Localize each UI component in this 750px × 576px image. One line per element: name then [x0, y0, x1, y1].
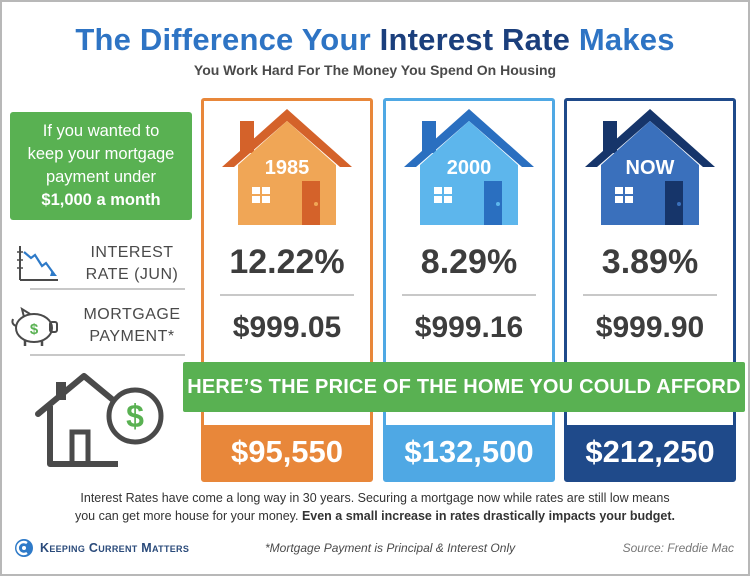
interest-rate-label-line: INTEREST	[90, 244, 174, 261]
mortgage-payment-label: $ MORTGAGE PAYMENT*	[8, 302, 194, 356]
piggy-bank-icon: $	[11, 306, 58, 346]
interest-rate-label: INTEREST RATE (JUN)	[8, 238, 194, 292]
year-label: 1985	[264, 157, 310, 179]
mortgage-payment-value: $999.90	[595, 311, 705, 344]
mortgage-payment-value: $999.16	[414, 311, 524, 344]
svg-text:$: $	[30, 321, 39, 338]
mortgage-payment-value: $999.05	[232, 311, 342, 344]
brand-logo: Keeping Current Matters	[14, 536, 189, 560]
page-subtitle: You Work Hard For The Money You Spend On…	[193, 62, 557, 78]
year-label: 2000	[446, 157, 492, 179]
column-2000: 2000 8.29% $999.16 $132,500	[383, 98, 555, 482]
page-title: The Difference Your Interest Rate Makes	[75, 22, 675, 57]
row-divider	[30, 354, 185, 356]
home-price-value: $132,500	[386, 425, 552, 479]
column-divider	[402, 294, 536, 296]
interest-rate-value: 3.89%	[601, 243, 699, 281]
brand-name: Keeping Current Matters	[40, 541, 190, 555]
house-icon	[404, 109, 534, 225]
interest-rate-label-line: RATE (JUN)	[85, 266, 179, 283]
source-credit: Source: Freddie Mac	[622, 541, 734, 555]
interest-rate-value: 8.29%	[420, 243, 518, 281]
column-divider	[220, 294, 354, 296]
intro-box: If you wanted to keep your mortgage paym…	[10, 112, 192, 220]
intro-line: payment under	[45, 168, 157, 186]
column-divider	[583, 294, 717, 296]
house-icon	[222, 109, 352, 225]
home-price-value: $212,250	[567, 425, 733, 479]
mortgage-payment-label-line: PAYMENT*	[89, 328, 175, 345]
column-1985: 1985 12.22% $999.05 $95,550	[201, 98, 373, 482]
footer-line: Interest Rates have come a long way in 3…	[80, 491, 670, 505]
afford-banner: HERE’S THE PRICE OF THE HOME YOU COULD A…	[183, 362, 745, 412]
home-price-value: $95,550	[204, 425, 370, 479]
mortgage-payment-label-line: MORTGAGE	[83, 306, 181, 323]
kcm-logo-icon	[15, 539, 33, 557]
footer-description: Interest Rates have come a long way in 3…	[0, 489, 750, 525]
intro-line: keep your mortgage	[27, 145, 175, 163]
house-icon	[585, 109, 715, 225]
year-label: NOW	[625, 157, 675, 179]
chart-down-icon	[17, 246, 58, 281]
column-now: NOW 3.89% $999.90 $212,250	[564, 98, 736, 482]
svg-text:$: $	[126, 398, 144, 434]
footer-line: you can get more house for your money. E…	[74, 509, 676, 523]
house-dollar-icon: $	[35, 373, 164, 467]
intro-line: If you wanted to	[42, 122, 160, 140]
interest-rate-value: 12.22%	[229, 243, 345, 281]
row-divider	[30, 288, 185, 290]
intro-line-strong: $1,000 a month	[41, 191, 161, 209]
payment-footnote: *Mortgage Payment is Principal & Interes…	[265, 541, 516, 555]
